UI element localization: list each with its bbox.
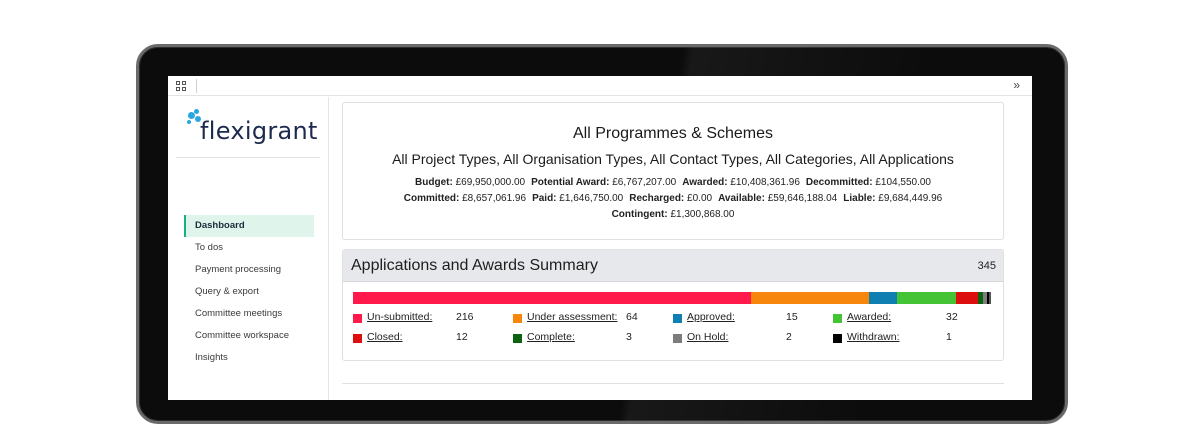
status-bar-segment[interactable] — [896, 292, 956, 304]
legend-link[interactable]: Closed: — [367, 331, 403, 343]
logo-wordmark: flexigrant — [200, 117, 318, 145]
financial-label: Committed: — [403, 193, 460, 204]
summary-total: 345 — [977, 260, 996, 272]
legend-link[interactable]: Approved: — [687, 311, 735, 323]
sidebar-item-query-export[interactable]: Query & export — [195, 286, 259, 297]
financial-value: £0.00 — [684, 193, 713, 204]
legend-count: 2 — [786, 331, 792, 343]
legend-count: 64 — [626, 311, 638, 323]
financial-value: £69,950,000.00 — [452, 177, 526, 188]
financial-label: Liable: — [843, 193, 876, 204]
legend-link[interactable]: Withdrawn: — [847, 331, 900, 343]
financial-value: £6,767,207.00 — [609, 177, 677, 188]
financial-item: Available: £59,646,188.04 — [718, 193, 837, 204]
legend-link[interactable]: On Hold: — [687, 331, 729, 343]
filter-subtitle: All Project Types, All Organisation Type… — [392, 151, 954, 167]
sidebar: flexigrant Dashboard To dos Payment proc… — [168, 97, 329, 400]
status-bar-segment[interactable] — [353, 292, 752, 304]
legend-link[interactable]: Complete: — [527, 331, 575, 343]
flexigrant-logo[interactable]: flexigrant — [186, 107, 318, 147]
apps-grid-icon[interactable] — [176, 81, 186, 91]
financial-label: Awarded: — [682, 177, 728, 188]
legend-link[interactable]: Awarded: — [847, 311, 892, 323]
financial-item: Potential Award: £6,767,207.00 — [531, 177, 676, 188]
financial-item: Paid: £1,646,750.00 — [532, 193, 623, 204]
summary-header: Applications and Awards Summary 345 — [343, 250, 1003, 282]
legend-swatch — [673, 314, 682, 323]
collapse-panel-icon[interactable]: » — [1013, 78, 1020, 92]
sidebar-item-insights[interactable]: Insights — [195, 352, 228, 363]
sidebar-item-to-dos[interactable]: To dos — [195, 242, 223, 253]
top-bar: » — [168, 76, 1032, 96]
status-bar-segment[interactable] — [983, 292, 988, 304]
legend-swatch — [353, 334, 362, 343]
financial-value: £1,646,750.00 — [556, 193, 624, 204]
status-bar-end — [988, 292, 991, 304]
programme-summary-card: All Programmes & Schemes All Project Typ… — [342, 102, 1004, 240]
financial-label: Potential Award: — [531, 177, 610, 188]
sidebar-item-committee-meetings[interactable]: Committee meetings — [195, 308, 283, 319]
status-bar-segment[interactable] — [955, 292, 978, 304]
legend-swatch — [353, 314, 362, 323]
legend-swatch — [513, 334, 522, 343]
legend-count: 3 — [626, 331, 632, 343]
financial-item: Liable: £9,684,449.96 — [843, 193, 942, 204]
scrollbar[interactable] — [1014, 97, 1032, 400]
legend-count: 216 — [456, 311, 474, 323]
financial-item: Recharged: £0.00 — [629, 193, 712, 204]
logo-dots-icon — [186, 109, 206, 127]
app-screen: » flexigrant Dashboard To dos Payment pr… — [168, 76, 1032, 400]
financial-line: Committed: £8,657,061.96 Paid: £1,646,750… — [343, 193, 1003, 204]
legend-swatch — [513, 314, 522, 323]
sidebar-nav: Dashboard To dos Payment processing Quer… — [184, 215, 314, 369]
legend-swatch — [673, 334, 682, 343]
financial-item: Awarded: £10,408,361.96 — [682, 177, 800, 188]
financial-label: Paid: — [532, 193, 557, 204]
status-bar-segment[interactable] — [751, 292, 870, 304]
legend-count: 1 — [946, 331, 952, 343]
status-legend: Un-submitted: 216 Under assessment: 64 Appro… — [353, 310, 993, 350]
financial-item: Committed: £8,657,061.96 — [404, 193, 526, 204]
financial-value: £59,646,188.04 — [764, 193, 838, 204]
sidebar-item-dashboard[interactable]: Dashboard — [184, 215, 314, 237]
legend-count: 12 — [456, 331, 468, 343]
legend-link[interactable]: Un-submitted: — [367, 311, 433, 323]
legend-swatch — [833, 314, 842, 323]
applications-summary-card: Applications and Awards Summary 345 Un-s… — [342, 249, 1004, 361]
financial-line: Contingent: £1,300,868.00 — [343, 209, 1003, 220]
section-divider — [342, 383, 1004, 384]
sidebar-divider — [176, 157, 320, 158]
summary-title: Applications and Awards Summary — [351, 257, 598, 274]
financial-label: Budget: — [415, 177, 453, 188]
financial-label: Available: — [718, 193, 765, 204]
financial-line: Budget: £69,950,000.00 Potential Award: £… — [343, 177, 1003, 188]
financial-label: Decommitted: — [805, 177, 873, 188]
financial-label: Recharged: — [629, 193, 685, 204]
financial-value: £9,684,449.96 — [875, 193, 943, 204]
legend-count: 32 — [946, 311, 958, 323]
legend-row: Un-submitted: 216 Under assessment: 64 Appro… — [353, 310, 993, 330]
financial-value: £1,300,868.00 — [667, 209, 735, 220]
financial-value: £10,408,361.96 — [727, 177, 800, 188]
status-bar-segment[interactable] — [869, 292, 897, 304]
legend-count: 15 — [786, 311, 798, 323]
financial-item: Budget: £69,950,000.00 — [415, 177, 525, 188]
financial-value: £104,550.00 — [872, 177, 931, 188]
status-bar-segment[interactable] — [977, 292, 984, 304]
financial-item: Contingent: £1,300,868.00 — [612, 209, 735, 220]
legend-row: Closed: 12 Complete: 3 On Hold: 2 Withdrawn: 1 — [353, 330, 993, 350]
status-bar — [353, 292, 991, 304]
legend-swatch — [833, 334, 842, 343]
financial-item: Decommitted: £104,550.00 — [806, 177, 931, 188]
legend-link[interactable]: Under assessment: — [527, 311, 618, 323]
financial-label: Contingent: — [611, 209, 668, 220]
sidebar-item-committee-workspace[interactable]: Committee workspace — [195, 330, 289, 341]
topbar-divider — [196, 79, 197, 93]
sidebar-item-payment-processing[interactable]: Payment processing — [195, 264, 282, 275]
page-title: All Programmes & Schemes — [572, 125, 774, 142]
status-bar-segment[interactable] — [987, 292, 989, 304]
financial-value: £8,657,061.96 — [459, 193, 527, 204]
